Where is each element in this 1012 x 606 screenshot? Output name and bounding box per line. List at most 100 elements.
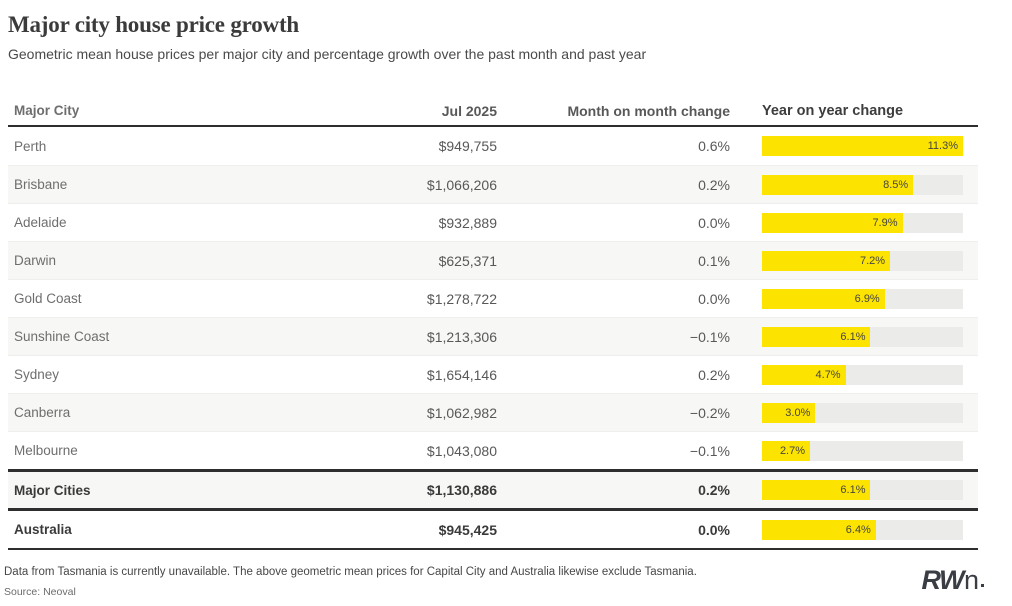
table-row: Major Cities $1,130,886 0.2% 6.1% [8, 469, 978, 508]
mom-change-cell: 0.1% [698, 252, 730, 269]
column-header-jul-2025: Jul 2025 [441, 102, 497, 119]
house-price-table: Major City Jul 2025 Month on month chang… [8, 96, 978, 550]
yoy-change-cell: 6.1% [730, 326, 978, 347]
yoy-bar-track: 2.7% [762, 440, 963, 461]
yoy-bar-label: 3.0% [785, 406, 811, 419]
footer-note: Data from Tasmania is currently unavaila… [4, 566, 697, 578]
page-title: Major city house price growth [8, 12, 300, 37]
yoy-change-cell: 7.2% [730, 250, 978, 271]
yoy-bar-fill: 7.9% [762, 212, 903, 233]
yoy-bar-fill: 11.3% [762, 136, 963, 156]
mom-change-cell: 0.2% [698, 482, 730, 498]
yoy-bar-fill: 2.7% [762, 440, 811, 461]
yoy-bar-fill: 3.0% [762, 402, 816, 423]
city-cell: Sunshine Coast [14, 329, 110, 344]
price-cell: $945,425 [438, 521, 497, 538]
yoy-bar-track: 6.1% [762, 326, 963, 347]
yoy-bar-track: 7.2% [762, 250, 963, 271]
mom-change-cell: 0.0% [698, 521, 730, 538]
price-cell: $1,130,886 [426, 482, 497, 498]
logo-rw-text: RW [921, 565, 964, 595]
table-row: Australia $945,425 0.0% 6.4% [8, 508, 978, 548]
footer-source: Source: Neoval [4, 586, 76, 598]
yoy-bar-fill: 7.2% [762, 250, 891, 271]
table-body: Perth $949,755 0.6% 11.3% Brisbane $1,066,206… [8, 127, 978, 548]
price-cell: $1,043,080 [426, 442, 497, 459]
yoy-bar-label: 2.7% [779, 444, 806, 457]
city-cell: Darwin [14, 253, 57, 268]
mom-change-cell: −0.2% [689, 404, 730, 421]
yoy-bar-fill: 6.1% [762, 326, 871, 347]
price-cell: $1,213,306 [426, 328, 497, 345]
yoy-change-cell: 8.5% [730, 174, 978, 195]
yoy-bar-track: 11.3% [762, 136, 963, 156]
column-header-major-city: Major City [14, 103, 80, 118]
yoy-change-cell: 6.1% [730, 480, 978, 500]
yoy-change-cell: 2.7% [730, 440, 978, 461]
mom-change-cell: −0.1% [689, 328, 730, 345]
table-header-row: Major City Jul 2025 Month on month chang… [8, 96, 978, 127]
price-cell: $1,278,722 [426, 290, 497, 307]
table-row: Melbourne $1,043,080 −0.1% 2.7% [8, 431, 978, 469]
yoy-bar-track: 6.1% [762, 480, 963, 500]
column-header-mom-change: Month on month change [567, 102, 730, 119]
mom-change-cell: 0.0% [698, 214, 730, 231]
yoy-change-cell: 3.0% [730, 402, 978, 423]
yoy-change-cell: 6.9% [730, 288, 978, 309]
city-cell: Canberra [14, 405, 71, 420]
table-row: Sunshine Coast $1,213,306 −0.1% 6.1% [8, 317, 978, 355]
yoy-change-cell: 6.4% [730, 519, 978, 540]
mom-change-cell: 0.2% [698, 366, 730, 383]
mom-change-cell: 0.2% [698, 176, 730, 193]
logo-n-text: n [963, 565, 979, 595]
yoy-bar-track: 3.0% [762, 402, 963, 423]
table-row: Adelaide $932,889 0.0% 7.9% [8, 203, 978, 241]
yoy-change-cell: 4.7% [730, 364, 978, 385]
yoy-bar-fill: 6.4% [762, 519, 876, 540]
city-cell: Melbourne [14, 443, 78, 458]
city-cell: Adelaide [14, 215, 67, 230]
yoy-bar-label: 7.9% [872, 216, 898, 229]
yoy-bar-track: 7.9% [762, 212, 963, 233]
city-cell: Perth [14, 138, 47, 154]
yoy-bar-label: 11.3% [927, 140, 958, 152]
price-cell: $625,371 [438, 252, 497, 269]
price-cell: $1,062,982 [426, 404, 497, 421]
table-row: Gold Coast $1,278,722 0.0% 6.9% [8, 279, 978, 317]
yoy-bar-label: 6.9% [854, 292, 880, 305]
yoy-bar-label: 6.1% [840, 330, 866, 343]
city-cell: Gold Coast [14, 291, 82, 306]
yoy-bar-track: 8.5% [762, 174, 963, 195]
price-cell: $1,066,206 [426, 176, 497, 193]
rwn-brand-logo: RW n [921, 565, 984, 595]
yoy-bar-label: 8.5% [883, 178, 909, 191]
yoy-bar-track: 4.7% [762, 364, 963, 385]
yoy-bar-fill: 6.9% [762, 288, 885, 309]
yoy-change-cell: 11.3% [730, 136, 978, 156]
column-header-yoy-change: Year on year change [762, 102, 904, 119]
yoy-bar-label: 6.1% [840, 484, 866, 496]
yoy-bar-label: 7.2% [859, 254, 886, 267]
table-row: Sydney $1,654,146 0.2% 4.7% [8, 355, 978, 393]
yoy-bar-track: 6.4% [762, 519, 963, 540]
table-row: Perth $949,755 0.6% 11.3% [8, 127, 978, 165]
yoy-change-cell: 7.9% [730, 212, 978, 233]
yoy-bar-label: 4.7% [815, 368, 841, 381]
mom-change-cell: 0.6% [698, 138, 730, 154]
price-cell: $1,654,146 [426, 366, 497, 383]
page-subtitle: Geometric mean house prices per major ci… [8, 46, 647, 62]
city-cell: Australia [14, 522, 72, 537]
mom-change-cell: 0.0% [698, 290, 730, 307]
price-cell: $949,755 [438, 138, 497, 154]
city-cell: Brisbane [14, 177, 68, 192]
footer: Data from Tasmania is currently unavaila… [4, 566, 984, 598]
table-row: Darwin $625,371 0.1% 7.2% [8, 241, 978, 279]
footer-text-block: Data from Tasmania is currently unavaila… [4, 566, 697, 598]
table-row: Brisbane $1,066,206 0.2% 8.5% [8, 165, 978, 203]
yoy-bar-fill: 4.7% [762, 364, 846, 385]
yoy-bar-fill: 8.5% [762, 174, 914, 195]
mom-change-cell: −0.1% [689, 442, 730, 459]
yoy-bar-label: 6.4% [845, 523, 871, 536]
yoy-bar-track: 6.9% [762, 288, 963, 309]
